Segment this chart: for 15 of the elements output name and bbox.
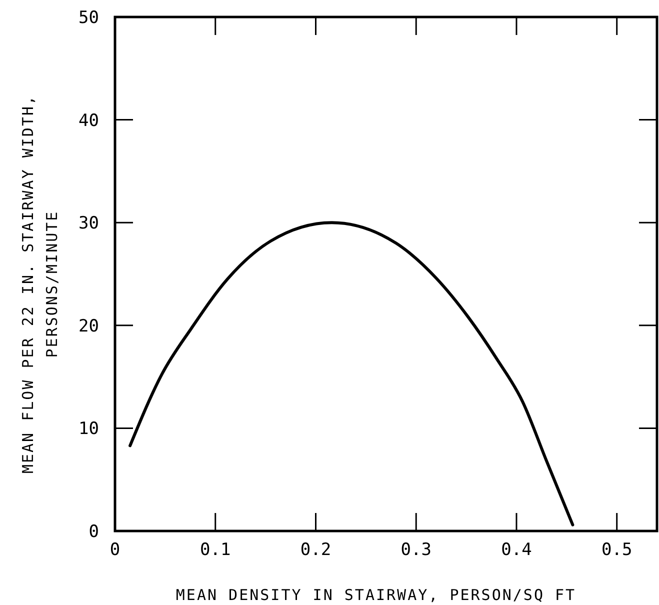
y-tick-label: 30	[78, 214, 99, 234]
y-axis-title: MEAN FLOW PER 22 IN. STAIRWAY WIDTH, PERSONS/MINUTE	[19, 94, 61, 474]
line-series	[128, 221, 574, 526]
y-tick-label: 50	[78, 8, 99, 28]
y-tick-label: 0	[88, 522, 99, 542]
y-tick-label: 20	[78, 316, 99, 336]
x-tick-label: 0.1	[200, 540, 231, 560]
x-tick-label: 0.3	[400, 540, 432, 560]
x-tick-label: 0.2	[300, 540, 332, 560]
x-tick-label: 0.4	[501, 540, 532, 560]
x-tick-label: 0	[110, 540, 120, 560]
y-tick-label: 40	[78, 110, 99, 131]
x-axis-title: MEAN DENSITY IN STAIRWAY, PERSON/SQ FT	[176, 586, 576, 604]
y-tick-label: 10	[78, 419, 99, 440]
x-tick-label: 0.5	[601, 540, 632, 560]
